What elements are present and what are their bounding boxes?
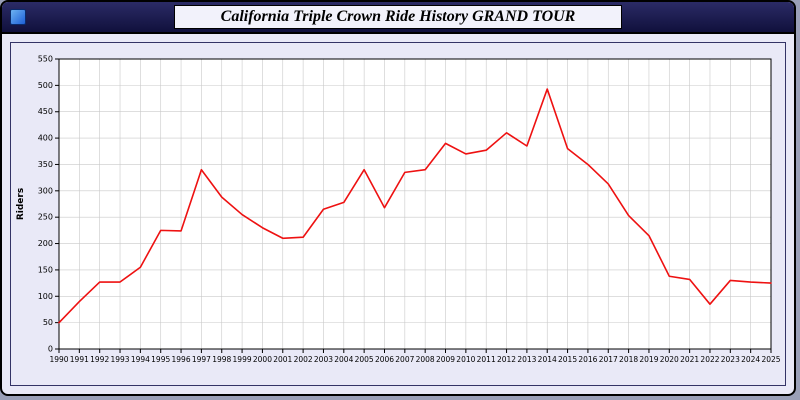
- svg-text:2012: 2012: [497, 355, 516, 364]
- svg-text:300: 300: [38, 186, 53, 195]
- svg-text:1991: 1991: [70, 355, 89, 364]
- svg-text:2021: 2021: [680, 355, 699, 364]
- chart-panel: 0 50 100 150 200 250 300 350 400 450 500 550 1990 199…: [10, 42, 786, 386]
- svg-text:2004: 2004: [334, 355, 353, 364]
- svg-text:2001: 2001: [273, 355, 292, 364]
- svg-text:1992: 1992: [90, 355, 109, 364]
- svg-text:2024: 2024: [741, 355, 760, 364]
- svg-text:200: 200: [38, 239, 53, 248]
- chart-title: California Triple Crown Ride History GRA…: [173, 5, 623, 29]
- svg-text:1990: 1990: [49, 355, 68, 364]
- svg-text:2008: 2008: [416, 355, 435, 364]
- svg-text:550: 550: [38, 55, 53, 64]
- svg-text:1998: 1998: [212, 355, 231, 364]
- svg-text:2007: 2007: [395, 355, 414, 364]
- svg-text:1993: 1993: [110, 355, 129, 364]
- svg-text:1999: 1999: [233, 355, 252, 364]
- svg-text:2013: 2013: [517, 355, 536, 364]
- svg-text:400: 400: [38, 134, 53, 143]
- svg-text:2010: 2010: [456, 355, 475, 364]
- window-icon: [10, 9, 26, 25]
- svg-text:2015: 2015: [558, 355, 577, 364]
- svg-text:2019: 2019: [639, 355, 658, 364]
- svg-text:2009: 2009: [436, 355, 455, 364]
- svg-text:1997: 1997: [192, 355, 211, 364]
- svg-text:2025: 2025: [761, 355, 780, 364]
- svg-text:1995: 1995: [151, 355, 170, 364]
- svg-text:500: 500: [38, 81, 53, 90]
- svg-text:2023: 2023: [721, 355, 740, 364]
- svg-text:0: 0: [48, 345, 53, 354]
- svg-text:2005: 2005: [355, 355, 374, 364]
- title-bar: California Triple Crown Ride History GRA…: [2, 2, 794, 34]
- svg-text:1994: 1994: [131, 355, 150, 364]
- svg-text:2016: 2016: [578, 355, 597, 364]
- svg-text:Riders: Riders: [16, 188, 26, 220]
- svg-text:2018: 2018: [619, 355, 638, 364]
- svg-text:450: 450: [38, 107, 53, 116]
- svg-text:250: 250: [38, 213, 53, 222]
- svg-text:2014: 2014: [538, 355, 557, 364]
- svg-text:2006: 2006: [375, 355, 394, 364]
- svg-text:150: 150: [38, 265, 53, 274]
- svg-text:2000: 2000: [253, 355, 272, 364]
- svg-text:2017: 2017: [599, 355, 618, 364]
- svg-text:2002: 2002: [294, 355, 313, 364]
- svg-text:1996: 1996: [172, 355, 191, 364]
- svg-text:2020: 2020: [660, 355, 679, 364]
- svg-text:100: 100: [38, 292, 53, 301]
- svg-text:50: 50: [43, 318, 53, 327]
- svg-text:2011: 2011: [477, 355, 496, 364]
- svg-text:2022: 2022: [700, 355, 719, 364]
- svg-text:2003: 2003: [314, 355, 333, 364]
- svg-text:350: 350: [38, 160, 53, 169]
